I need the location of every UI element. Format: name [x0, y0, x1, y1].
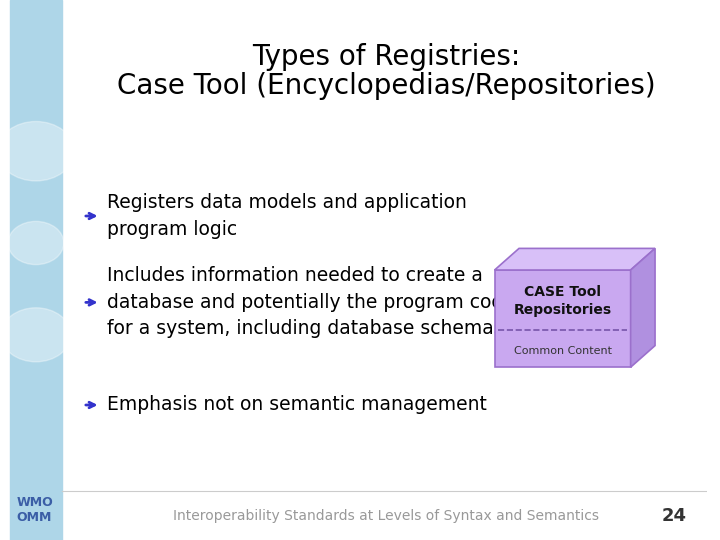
FancyBboxPatch shape [495, 270, 631, 367]
Text: Emphasis not on semantic management: Emphasis not on semantic management [107, 395, 487, 415]
Bar [10, 0, 62, 540]
Text: Case Tool (Encyclopedias/Repositories): Case Tool (Encyclopedias/Repositories) [117, 72, 656, 100]
Polygon shape [495, 248, 655, 270]
Circle shape [0, 122, 74, 181]
Text: Includes information needed to create a
database and potentially the program cod: Includes information needed to create a … [107, 266, 516, 339]
Text: Registers data models and application
program logic: Registers data models and application pr… [107, 193, 467, 239]
Text: Types of Registries:: Types of Registries: [252, 43, 521, 71]
Polygon shape [631, 248, 655, 367]
Circle shape [8, 221, 64, 265]
Text: CASE Tool
Repositories: CASE Tool Repositories [513, 285, 612, 318]
Text: Common Content: Common Content [513, 346, 611, 356]
Text: Interoperability Standards at Levels of Syntax and Semantics: Interoperability Standards at Levels of … [174, 509, 600, 523]
Text: 24: 24 [662, 507, 686, 525]
Text: WMO
OMM: WMO OMM [17, 496, 53, 524]
Circle shape [1, 308, 71, 362]
